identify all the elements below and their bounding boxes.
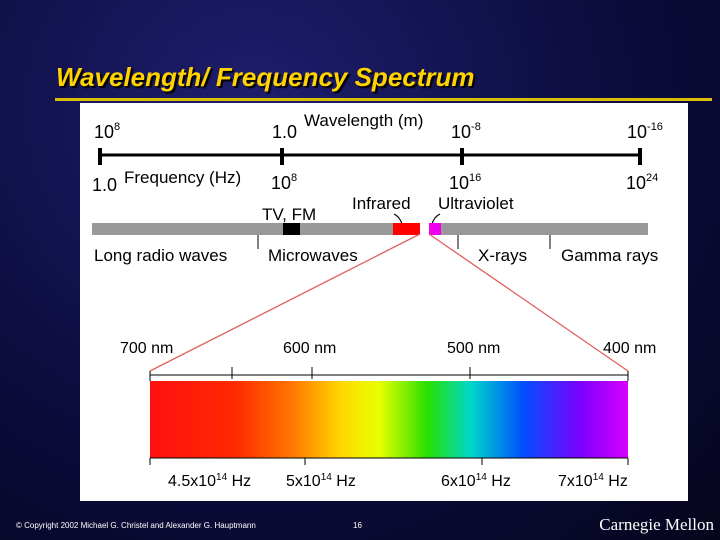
wavelength-tick-label: 10-16 [627, 121, 663, 142]
spectrum-strip [92, 223, 648, 235]
xrays-label: X-rays [478, 246, 527, 265]
gamma-label: Gamma rays [561, 246, 658, 265]
infrared-pointer [393, 213, 403, 225]
wavelength-tick-label: 1.0 [272, 122, 297, 142]
ultraviolet-pointer [431, 213, 441, 225]
wavelength-tick-label: 10-8 [451, 121, 481, 142]
wavelength-label: Wavelength (m) [304, 111, 423, 130]
ultraviolet-label: Ultraviolet [438, 194, 514, 213]
visible-frequency-label: 4.5x1014 Hz [168, 472, 251, 490]
page-number: 16 [353, 521, 362, 530]
visible-spectrum-bar [150, 381, 628, 458]
visible-wavelength-label: 400 nm [603, 340, 656, 357]
title-underline [55, 98, 712, 101]
copyright-text: © Copyright 2002 Michael G. Christel and… [16, 521, 256, 530]
frequency-label: Frequency (Hz) [124, 168, 241, 187]
infrared-label: Infrared [352, 194, 411, 213]
spectrum-panel: Wavelength (m) 108 1.0 10-8 10-16 Freque… [80, 103, 688, 501]
tv-fm-label: TV, FM [262, 205, 316, 224]
frequency-tick-label: 108 [271, 172, 297, 193]
frequency-tick-label: 1016 [449, 172, 481, 193]
slide-title: Wavelength/ Frequency Spectrum [56, 62, 475, 92]
visible-frequency-label: 7x1014 Hz [558, 472, 628, 490]
infrared-band [393, 223, 420, 235]
visible-band [420, 223, 429, 235]
frequency-tick-label: 1.0 [92, 175, 117, 195]
visible-wavelength-label: 600 nm [283, 340, 336, 357]
wavelength-tick-label: 108 [94, 121, 120, 142]
zoom-line-right [428, 233, 629, 372]
frequency-tick-label: 1024 [626, 172, 658, 193]
long-radio-label: Long radio waves [94, 246, 227, 265]
tv-fm-band [283, 223, 300, 235]
spectrum-diagram: Wavelength (m) 108 1.0 10-8 10-16 Freque… [92, 111, 663, 490]
visible-wavelength-label: 500 nm [447, 340, 500, 357]
visible-wavelength-label: 700 nm [120, 340, 173, 357]
brand-logo-text: Carnegie Mellon [599, 515, 714, 534]
ultraviolet-band [429, 223, 441, 235]
zoom-line-left [149, 233, 421, 372]
visible-frequency-label: 5x1014 Hz [286, 472, 356, 490]
microwaves-label: Microwaves [268, 246, 358, 265]
visible-frequency-label: 6x1014 Hz [441, 472, 511, 490]
